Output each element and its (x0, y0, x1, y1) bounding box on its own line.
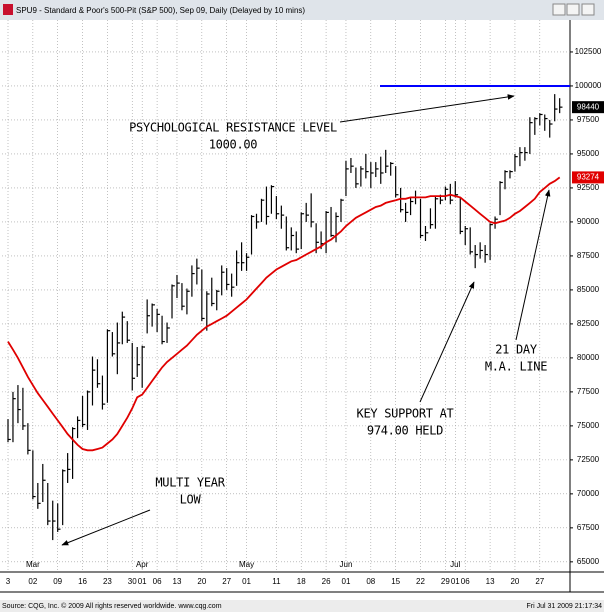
x-tick-label: 27 (535, 577, 544, 586)
y-tick-label: 85000 (577, 285, 600, 294)
x-tick-label: 06 (153, 577, 162, 586)
chart-area (0, 20, 604, 600)
y-tick-label: 65000 (577, 557, 600, 566)
annotation-text: 1000.00 (209, 138, 258, 152)
x-tick-label: 16 (78, 577, 87, 586)
moving-average-line (7, 176, 561, 452)
y-tick-label: 80000 (577, 353, 600, 362)
annotation-text: PSYCHOLOGICAL RESISTANCE LEVEL (129, 121, 337, 135)
minimize-button[interactable] (552, 3, 566, 16)
x-tick-label: 01 (342, 577, 351, 586)
x-tick-label: 09 (53, 577, 62, 586)
month-label: Jul (450, 560, 460, 569)
x-tick-label: 13 (173, 577, 182, 586)
annotation-arrow (61, 509, 151, 546)
annotation-arrow (419, 281, 475, 403)
x-tick-label: 08 (366, 577, 375, 586)
x-tick-label: 06 (461, 577, 470, 586)
x-tick-label: 01 (451, 577, 460, 586)
x-tick-label: 23 (103, 577, 112, 586)
annotation-text: M.A. LINE (485, 360, 547, 374)
y-tick-label: 82500 (577, 319, 600, 328)
x-tick-label: 18 (297, 577, 306, 586)
x-tick-label: 30 (128, 577, 137, 586)
window-title: SPU9 - Standard & Poor's 500-Pit (S&P 50… (16, 6, 305, 15)
x-tick-label: 13 (486, 577, 495, 586)
app-icon (3, 4, 13, 15)
ma-price-label: 93274 (577, 173, 600, 182)
y-tick-label: 100000 (575, 81, 602, 90)
x-tick-label: 29 (441, 577, 450, 586)
x-tick-label: 02 (28, 577, 37, 586)
x-tick-label: 15 (391, 577, 400, 586)
x-tick-label: 01 (242, 577, 251, 586)
annotation-text: MULTI YEAR (155, 476, 225, 490)
y-tick-label: 87500 (577, 251, 600, 260)
x-tick-label: 11 (272, 577, 281, 586)
y-tick-label: 95000 (577, 149, 600, 158)
footer-source: Source: CQG, Inc. © 2009 All rights rese… (2, 602, 222, 610)
y-tick-label: 102500 (575, 47, 602, 56)
x-tick-label: 26 (322, 577, 331, 586)
last-price-label: 98440 (577, 102, 600, 111)
annotation-text: 974.00 HELD (367, 424, 443, 438)
title-bar (0, 0, 604, 20)
maximize-button[interactable] (566, 3, 580, 16)
x-tick-label: 3 (6, 577, 11, 586)
y-tick-label: 92500 (577, 183, 600, 192)
y-tick-label: 67500 (577, 523, 600, 532)
footer-timestamp: Fri Jul 31 2009 21:17:34 (527, 603, 603, 610)
y-tick-label: 72500 (577, 455, 600, 464)
annotation-text: 21 DAY (495, 343, 538, 357)
annotation-arrow (339, 94, 515, 123)
x-tick-label: 27 (222, 577, 231, 586)
x-tick-label: 20 (510, 577, 519, 586)
month-label: May (239, 560, 254, 569)
annotation-text: LOW (180, 493, 202, 507)
annotation-arrow (515, 189, 551, 341)
last-price-box (572, 101, 604, 114)
month-label: Jun (340, 560, 353, 569)
x-tick-label: 01 (138, 577, 147, 586)
y-tick-label: 75000 (577, 421, 600, 430)
month-label: Mar (26, 560, 40, 569)
x-tick-label: 22 (416, 577, 425, 586)
footer-bar (0, 600, 604, 612)
month-label: Apr (136, 560, 149, 569)
y-tick-label: 70000 (577, 489, 600, 498)
y-tick-label: 77500 (577, 387, 600, 396)
close-button[interactable] (581, 3, 595, 16)
annotation-text: KEY SUPPORT AT (357, 407, 454, 421)
x-tick-label: 20 (197, 577, 206, 586)
ma-price-box (572, 171, 604, 184)
y-tick-label: 90000 (577, 217, 600, 226)
y-tick-label: 97500 (577, 115, 600, 124)
